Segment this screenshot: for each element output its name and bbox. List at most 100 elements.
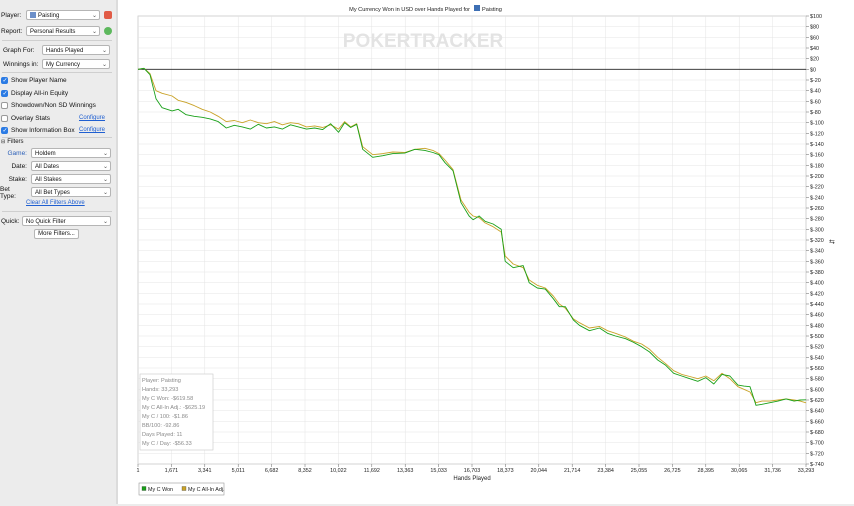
- player-notes-icon[interactable]: [104, 11, 112, 19]
- legend-swatch: [141, 486, 147, 491]
- x-tick-label: 8,352: [298, 468, 312, 474]
- checkbox-show-information-box[interactable]: Show Information Box: [1, 125, 75, 136]
- checkbox-icon[interactable]: [1, 90, 8, 97]
- x-tick-label: 16,703: [464, 468, 481, 474]
- sidebar: Player: Paisting ⌄ Report: Personal Resul…: [0, 0, 117, 504]
- report-info-icon[interactable]: [104, 27, 112, 35]
- checkbox-icon[interactable]: [1, 127, 8, 134]
- y-tick-label: $-320: [810, 238, 824, 244]
- collapse-icon[interactable]: ⊟: [1, 138, 6, 145]
- series-line-my-c-won: [137, 67, 807, 406]
- date-select[interactable]: All Dates ⌄: [31, 161, 111, 171]
- y-tick-label: $-280: [810, 217, 824, 223]
- chevron-down-icon: ⌄: [102, 190, 108, 196]
- sidebar-resize-handle[interactable]: [116, 0, 118, 504]
- graph-for-select[interactable]: Hands Played ⌄: [42, 45, 110, 55]
- bet-type-select[interactable]: All Bet Types ⌄: [31, 187, 111, 197]
- quick-filter-select[interactable]: No Quick Filter ⌄: [22, 216, 111, 226]
- player-value: Paisting: [38, 13, 60, 19]
- y-tick-label: $-120: [810, 131, 824, 137]
- player-label: Player:: [1, 12, 22, 19]
- stake-select[interactable]: All Stakes ⌄: [31, 174, 111, 184]
- x-tick-label: 20,044: [531, 468, 548, 474]
- y-tick-label: $-360: [810, 259, 824, 265]
- chevron-down-icon: ⌄: [102, 177, 108, 183]
- info-box: Player: Paisting Hands: 33,293 My C Won: -…: [139, 373, 214, 451]
- info-box-line: Player: Paisting: [142, 378, 181, 384]
- filters-header[interactable]: ⊟ Filters: [1, 136, 24, 147]
- legend: My C Won My C All-In Adj.: [138, 482, 225, 496]
- game-select[interactable]: Holdem ⌄: [31, 148, 111, 158]
- info-box-line: BB/100: -92.86: [142, 423, 179, 429]
- checkbox-label: Show Information Box: [11, 127, 75, 134]
- bet-type-label: Bet Type:: [0, 185, 16, 200]
- checkbox-icon[interactable]: [1, 102, 8, 109]
- watermark: POKERTRACKER: [343, 31, 504, 52]
- chart-title: My Currency Won in USD over Hands Played…: [349, 7, 470, 13]
- checkbox-label: Display All-in Equity: [11, 90, 69, 97]
- chevron-down-icon: ⌄: [102, 219, 108, 225]
- y-tick-label: $-160: [810, 153, 824, 159]
- quick-value: No Quick Filter: [26, 219, 66, 225]
- chevron-down-icon: ⌄: [101, 48, 107, 54]
- x-tick-label: 13,363: [397, 468, 414, 474]
- date-value: All Dates: [35, 164, 60, 170]
- divider: [2, 211, 112, 212]
- divider: [2, 40, 112, 41]
- configure-info-box-link[interactable]: Configure: [79, 127, 106, 133]
- player-select[interactable]: Paisting ⌄: [26, 10, 100, 20]
- report-select[interactable]: Personal Results ⌄: [26, 26, 100, 36]
- divider: [2, 137, 112, 138]
- checkbox-icon[interactable]: [1, 115, 8, 122]
- x-tick-label: 18,373: [497, 468, 514, 474]
- more-filters-button[interactable]: More Filters...: [34, 229, 79, 239]
- y-tick-label: $-240: [810, 195, 824, 201]
- y-tick-label: $-460: [810, 313, 824, 319]
- checkbox-display-all-in-equity[interactable]: Display All-in Equity: [1, 88, 68, 99]
- y-tick-label: $-140: [810, 142, 824, 148]
- player-icon: [30, 12, 36, 18]
- report-label: Report:: [1, 28, 23, 35]
- checkbox-label: Show Player Name: [11, 77, 67, 84]
- checkbox-overlay-stats[interactable]: Overlay Stats: [1, 113, 50, 124]
- x-tick-label: 26,725: [664, 468, 681, 474]
- y-tick-label: $-100: [810, 121, 824, 127]
- series-group: [137, 67, 807, 406]
- winnings-in-label: Winnings in:: [3, 61, 39, 68]
- checkbox-show-player-name[interactable]: Show Player Name: [1, 75, 67, 86]
- chevron-down-icon: ⌄: [102, 151, 108, 157]
- x-axis-label: Hands Played: [453, 476, 490, 482]
- y-tick-label: $-380: [810, 270, 824, 276]
- y-tick-label: $-700: [810, 441, 824, 447]
- y-tick-label: $-600: [810, 387, 824, 393]
- x-tick-label: 10,022: [330, 468, 347, 474]
- checkbox-showdown-winnings[interactable]: Showdown/Non SD Winnings: [1, 100, 96, 111]
- winnings-in-select[interactable]: My Currency ⌄: [42, 59, 110, 69]
- info-box-line: My C All-In Adj.: -$625.19: [142, 405, 205, 411]
- configure-overlay-link[interactable]: Configure: [79, 115, 106, 121]
- legend-frame: [138, 482, 225, 496]
- checkbox-icon[interactable]: [1, 77, 8, 84]
- filters-label: Filters: [7, 138, 24, 145]
- chart-title-group: My Currency Won in USD over Hands Played…: [349, 5, 502, 13]
- clear-filters-link[interactable]: Clear All Filters Above: [26, 200, 85, 206]
- y-tick-label: $40: [810, 46, 819, 52]
- report-value: Personal Results: [30, 29, 76, 35]
- y-tick-label: $-540: [810, 355, 824, 361]
- y-tick-label: $-500: [810, 334, 824, 340]
- y-tick-label: $-580: [810, 377, 824, 383]
- chevron-down-icon: ⌄: [101, 62, 107, 68]
- player-row: Player:: [1, 10, 21, 21]
- y-tick-label: $-520: [810, 345, 824, 351]
- y-tick-label: $-660: [810, 419, 824, 425]
- x-tick-label: 6,682: [265, 468, 279, 474]
- game-label: Game:: [7, 150, 27, 157]
- y-tick-label: $100: [810, 14, 822, 20]
- resize-arrow-icon[interactable]: ⇆: [829, 239, 835, 246]
- y-tick-label: $-220: [810, 185, 824, 191]
- y-tick-label: $-300: [810, 227, 824, 233]
- chart-panel: POKERTRACKER My Currency Won in USD over…: [118, 0, 854, 504]
- x-tick-label: 21,714: [564, 468, 581, 474]
- legend-swatch: [181, 486, 187, 491]
- y-tick-label: $-680: [810, 430, 824, 436]
